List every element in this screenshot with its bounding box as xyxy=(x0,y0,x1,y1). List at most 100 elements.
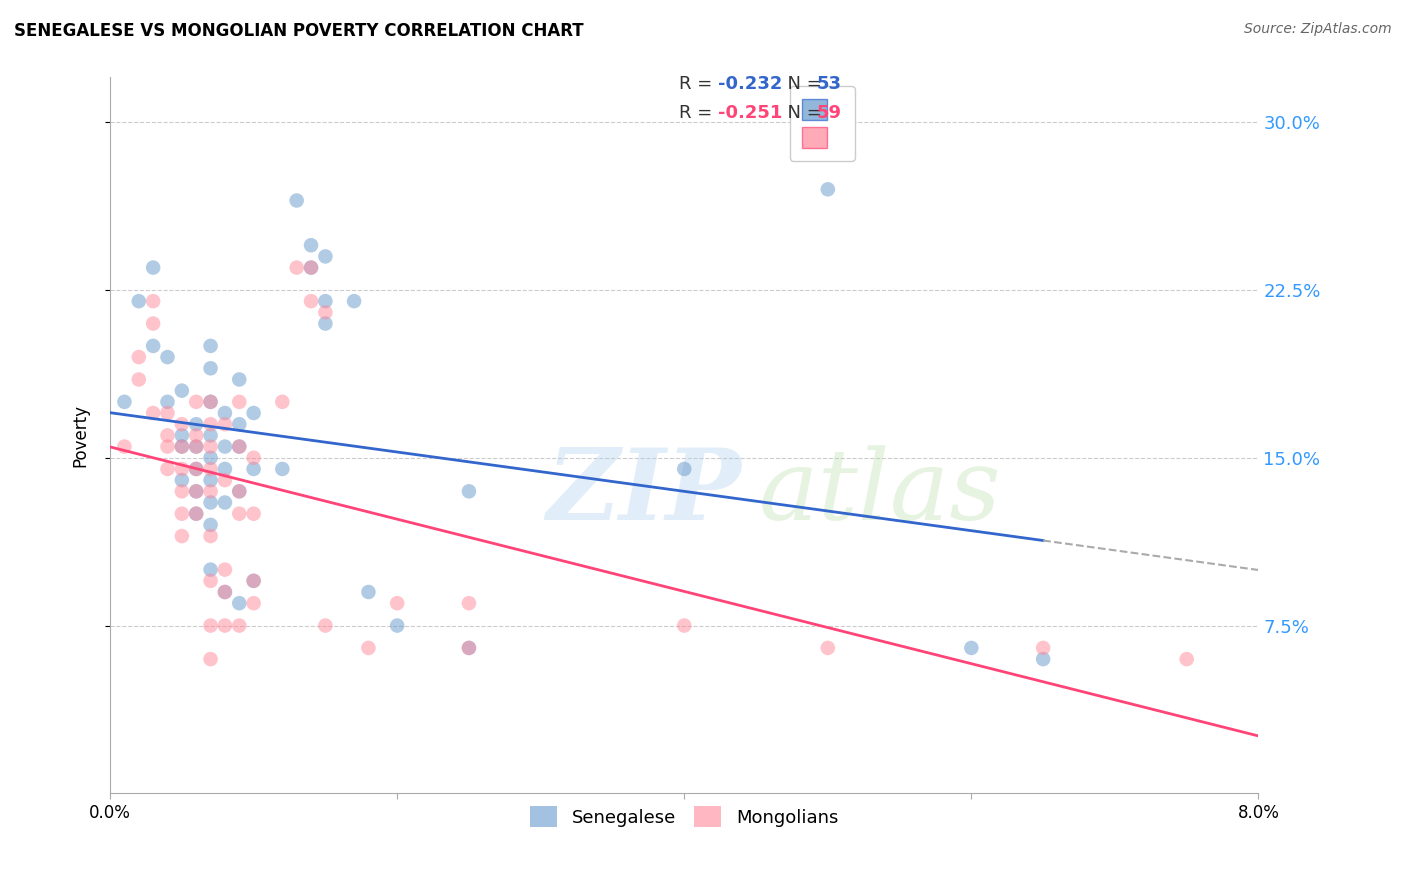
Point xyxy=(242,574,264,588)
Point xyxy=(242,462,264,476)
Point xyxy=(200,495,222,509)
Point xyxy=(186,507,208,521)
Point xyxy=(170,507,193,521)
Text: Source: ZipAtlas.com: Source: ZipAtlas.com xyxy=(1244,22,1392,37)
Point xyxy=(214,417,236,432)
Point xyxy=(142,317,165,331)
Point xyxy=(200,517,222,532)
Point xyxy=(112,440,135,454)
Point xyxy=(200,652,222,666)
Point xyxy=(817,182,839,196)
Text: R =: R = xyxy=(679,104,718,122)
Point xyxy=(228,484,250,499)
Point xyxy=(285,260,308,275)
Point xyxy=(170,440,193,454)
Point xyxy=(458,596,481,610)
Point xyxy=(228,372,250,386)
Point xyxy=(1032,640,1054,655)
Point xyxy=(200,361,222,376)
Point xyxy=(200,394,222,409)
Point xyxy=(200,417,222,432)
Point xyxy=(186,428,208,442)
Point xyxy=(200,339,222,353)
Point xyxy=(156,406,179,420)
Point xyxy=(458,640,481,655)
Point xyxy=(170,417,193,432)
Point xyxy=(200,473,222,487)
Point xyxy=(186,440,208,454)
Text: ZIP: ZIP xyxy=(547,444,741,541)
Point xyxy=(142,406,165,420)
Point xyxy=(242,574,264,588)
Point xyxy=(314,294,336,309)
Point xyxy=(142,339,165,353)
Point xyxy=(186,484,208,499)
Text: -0.251: -0.251 xyxy=(718,104,783,122)
Point xyxy=(228,484,250,499)
Point xyxy=(200,563,222,577)
Text: -0.232: -0.232 xyxy=(718,75,783,93)
Point xyxy=(170,529,193,543)
Point xyxy=(228,440,250,454)
Point xyxy=(128,350,150,364)
Point xyxy=(271,462,294,476)
Point xyxy=(285,194,308,208)
Point xyxy=(200,440,222,454)
Point xyxy=(186,394,208,409)
Point xyxy=(200,428,222,442)
Point xyxy=(170,462,193,476)
Point xyxy=(228,440,250,454)
Point xyxy=(214,495,236,509)
Point xyxy=(228,507,250,521)
Point xyxy=(186,507,208,521)
Point xyxy=(200,529,222,543)
Point xyxy=(186,417,208,432)
Point xyxy=(142,260,165,275)
Point xyxy=(170,440,193,454)
Legend: Senegalese, Mongolians: Senegalese, Mongolians xyxy=(523,799,845,834)
Point xyxy=(242,596,264,610)
Point xyxy=(156,350,179,364)
Point xyxy=(314,317,336,331)
Text: 53: 53 xyxy=(817,75,842,93)
Point xyxy=(186,484,208,499)
Point xyxy=(299,294,322,309)
Text: N =: N = xyxy=(776,75,828,93)
Point xyxy=(228,394,250,409)
Point xyxy=(1032,652,1054,666)
Point xyxy=(156,428,179,442)
Point xyxy=(200,574,222,588)
Point xyxy=(214,406,236,420)
Point xyxy=(299,260,322,275)
Point xyxy=(228,618,250,632)
Y-axis label: Poverty: Poverty xyxy=(72,404,89,467)
Point xyxy=(458,640,481,655)
Point xyxy=(214,473,236,487)
Point xyxy=(214,440,236,454)
Text: R =: R = xyxy=(679,75,718,93)
Point xyxy=(200,618,222,632)
Point xyxy=(385,596,408,610)
Text: 59: 59 xyxy=(817,104,842,122)
Point xyxy=(156,394,179,409)
Point xyxy=(1175,652,1198,666)
Point xyxy=(343,294,366,309)
Point xyxy=(200,394,222,409)
Point xyxy=(186,462,208,476)
Point xyxy=(299,238,322,252)
Point xyxy=(242,507,264,521)
Point xyxy=(817,640,839,655)
Point xyxy=(960,640,983,655)
Point xyxy=(228,417,250,432)
Point xyxy=(357,585,380,599)
Point xyxy=(673,618,696,632)
Point xyxy=(128,372,150,386)
Point xyxy=(299,260,322,275)
Point xyxy=(314,305,336,319)
Point xyxy=(214,585,236,599)
Point xyxy=(186,462,208,476)
Point xyxy=(242,406,264,420)
Point xyxy=(128,294,150,309)
Point xyxy=(170,428,193,442)
Point xyxy=(214,618,236,632)
